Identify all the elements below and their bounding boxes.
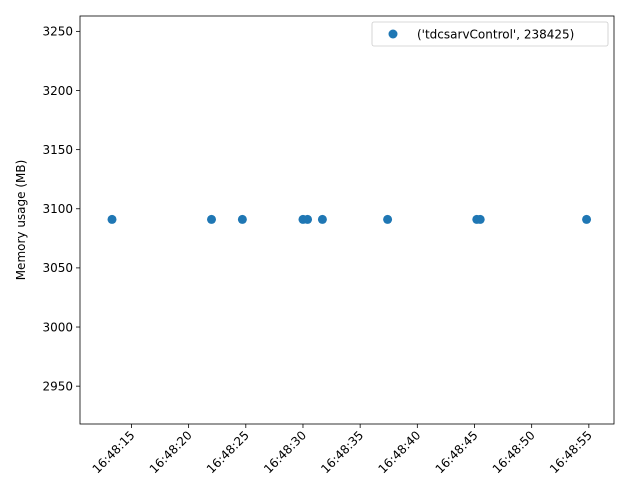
legend: ('tdcsarvControl', 238425) xyxy=(371,21,609,47)
y-axis-ticks: 2950 3000 3050 3100 3150 3200 3250 xyxy=(42,25,80,393)
points-layer xyxy=(107,214,592,224)
x-tick-label: 16:48:20 xyxy=(147,428,195,476)
x-tick-label: 16:48:40 xyxy=(375,428,423,476)
data-point xyxy=(317,214,327,224)
x-tick-label: 16:48:35 xyxy=(318,428,366,476)
x-tick-label: 16:48:45 xyxy=(433,428,481,476)
x-tick-label: 16:48:30 xyxy=(261,428,309,476)
x-tick-label: 16:48:50 xyxy=(490,428,538,476)
data-point xyxy=(206,214,216,224)
x-tick-label: 16:48:55 xyxy=(547,428,595,476)
data-point xyxy=(582,214,592,224)
data-point xyxy=(475,214,485,224)
legend-box xyxy=(371,21,609,47)
y-tick-label: 3100 xyxy=(42,202,73,216)
y-tick-label: 3050 xyxy=(42,261,73,275)
y-tick-label: 3150 xyxy=(42,143,73,157)
y-tick-label: 3000 xyxy=(42,320,73,334)
y-axis-label: Memory usage (MB) xyxy=(14,160,28,281)
y-tick-label: 3200 xyxy=(42,84,73,98)
y-tick-label: 3250 xyxy=(42,25,73,39)
data-point xyxy=(303,214,313,224)
x-tick-label: 16:48:25 xyxy=(204,428,252,476)
legend-marker xyxy=(388,29,398,39)
y-tick-label: 2950 xyxy=(42,379,73,393)
data-point xyxy=(107,214,117,224)
x-axis-ticks: 16:48:15 16:48:20 16:48:25 16:48:30 16:48:35… xyxy=(90,424,595,476)
data-point xyxy=(383,214,393,224)
legend-entry-label: ('tdcsarvControl', 238425) xyxy=(417,28,574,42)
data-point xyxy=(237,214,247,224)
x-tick-label: 16:48:15 xyxy=(90,428,138,476)
plot-frame xyxy=(79,15,615,425)
